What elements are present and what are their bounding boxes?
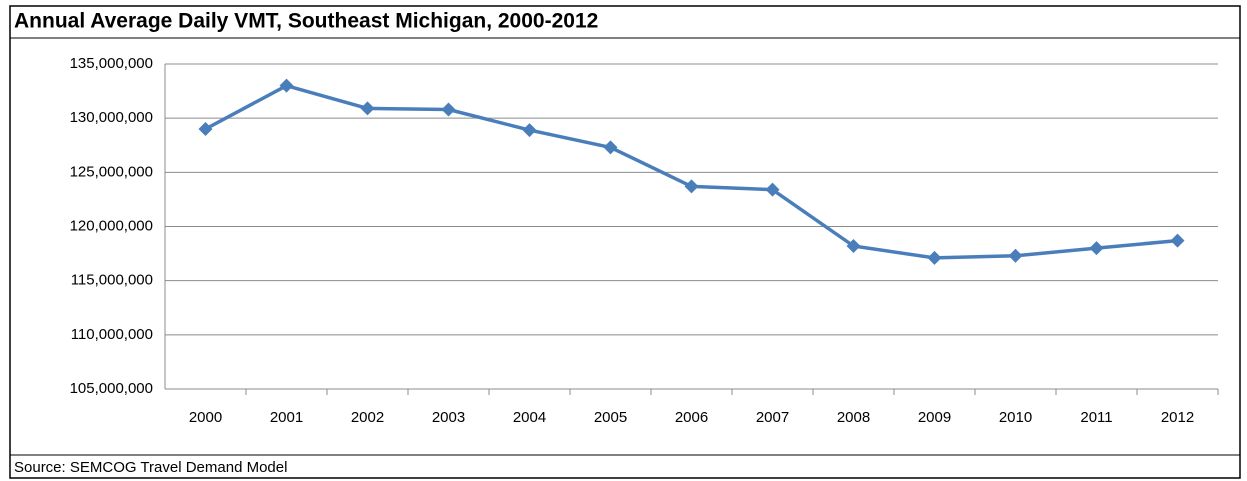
x-tick-label: 2007: [756, 409, 789, 426]
data-point: [198, 122, 213, 136]
data-point: [279, 78, 294, 93]
source-note: Source: SEMCOG Travel Demand Model: [14, 459, 287, 476]
chart-frame: [9, 37, 1241, 456]
data-point: [1008, 248, 1023, 263]
data-point: [1089, 241, 1104, 256]
chart-title: Annual Average Daily VMT, Southeast Mich…: [14, 10, 598, 33]
y-tick-label: 125,000,000: [70, 163, 153, 180]
data-point: [360, 101, 375, 116]
x-tick-label: 2006: [675, 409, 708, 426]
x-tick-label: 2003: [432, 409, 465, 426]
data-point: [603, 140, 618, 155]
x-tick-label: 2004: [513, 409, 546, 426]
data-point: [522, 123, 537, 138]
y-tick-label: 120,000,000: [70, 217, 153, 234]
data-point: [684, 179, 699, 194]
x-tick-label: 2000: [189, 409, 222, 426]
x-tick-label: 2002: [351, 409, 384, 426]
x-tick-label: 2008: [837, 409, 870, 426]
x-tick-label: 2012: [1161, 409, 1194, 426]
x-tick-label: 2005: [594, 409, 627, 426]
outer-frame: [9, 5, 1241, 479]
y-tick-label: 105,000,000: [70, 380, 153, 397]
y-tick-label: 135,000,000: [70, 55, 153, 72]
x-tick-label: 2001: [270, 409, 303, 426]
x-tick-label: 2009: [918, 409, 951, 426]
data-point: [441, 102, 456, 117]
x-tick-label: 2010: [999, 409, 1032, 426]
data-point: [927, 250, 942, 265]
data-point: [765, 182, 780, 197]
data-point: [846, 239, 861, 253]
y-tick-label: 130,000,000: [70, 109, 153, 126]
x-tick-label: 2011: [1080, 409, 1112, 426]
data-line: [204, 83, 1178, 260]
y-tick-label: 110,000,000: [71, 326, 153, 343]
data-point: [1170, 233, 1185, 248]
y-tick-label: 115,000,000: [71, 272, 153, 289]
